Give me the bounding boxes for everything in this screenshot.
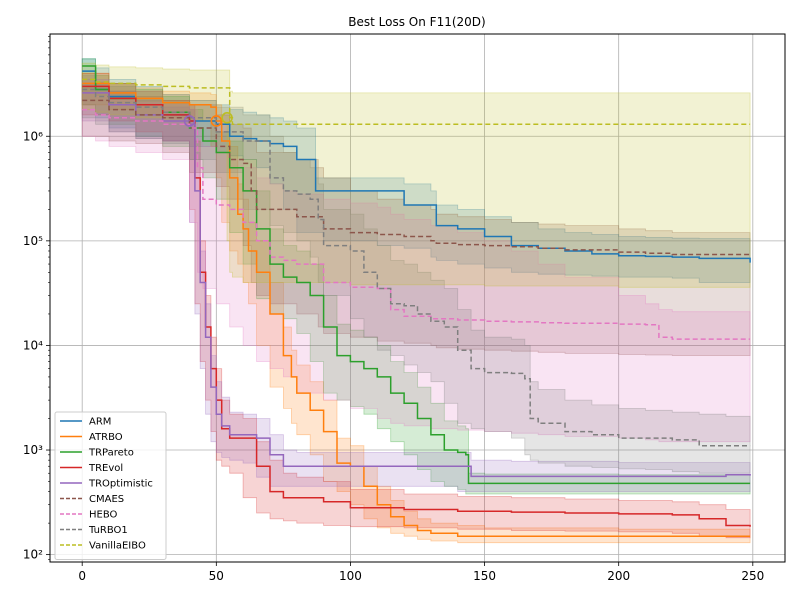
- band-atrbo: [81, 72, 751, 544]
- legend-label-hebo: HEBO: [89, 510, 118, 521]
- plot-area: [50, 34, 785, 562]
- band-arm: [81, 58, 751, 283]
- band-troptimistic: [81, 79, 751, 492]
- x-tick-label: 0: [78, 569, 86, 583]
- legend-label-arm: ARM: [89, 417, 111, 428]
- chart-title: Best Loss On F11(20D): [348, 15, 485, 29]
- band-turbo1: [81, 75, 751, 474]
- marker-troptimistic: [183, 115, 196, 127]
- legend-box: [54, 411, 167, 560]
- x-axis-ticks: 0 50 100 150 200 250: [78, 562, 764, 583]
- band-trevol: [81, 72, 751, 539]
- x-tick-label: 150: [473, 569, 496, 583]
- legend-label-troptimistic: TROptimistic: [88, 479, 153, 490]
- x-tick-label: 250: [741, 569, 764, 583]
- series-lines: [82, 65, 751, 537]
- line-trevol: [82, 85, 751, 527]
- line-vanillaeibo: [82, 78, 751, 126]
- legend: ARM ATRBO TRPareto TREvol TROptimistic CMAES H…: [54, 411, 167, 560]
- legend-label-trevol: TREvol: [88, 463, 123, 474]
- y-axis-ticks: 10² 10³ 10⁴ 10⁵ 10⁶: [23, 36, 50, 562]
- marker-vanillaeibo: [221, 112, 233, 124]
- y-tick-label: 10²: [23, 548, 43, 562]
- legend-label-vanillaeibo: VanillaEIBO: [89, 541, 146, 552]
- line-hebo: [82, 108, 751, 340]
- plot-frame: [49, 33, 786, 563]
- series-markers: [183, 112, 233, 127]
- grid-lines: [50, 34, 785, 562]
- x-tick-label: 200: [607, 569, 630, 583]
- band-cmaes: [81, 83, 751, 356]
- y-tick-label: 10³: [23, 443, 43, 457]
- y-tick-label: 10⁴: [23, 338, 43, 352]
- line-turbo1: [82, 88, 751, 447]
- x-tick-label: 100: [339, 569, 362, 583]
- line-atrbo: [82, 82, 751, 537]
- marker-atrbo: [210, 115, 223, 127]
- legend-label-trpareto: TRPareto: [88, 448, 134, 459]
- y-tick-label: 10⁵: [23, 234, 43, 248]
- line-cmaes: [82, 99, 751, 256]
- legend-label-atrbo: ATRBO: [89, 432, 123, 443]
- x-tick-label: 50: [209, 569, 224, 583]
- y-tick-label: 10⁶: [23, 129, 43, 143]
- legend-label-cmaes: CMAES: [89, 494, 124, 505]
- legend-label-turbo1: TuRBO1: [88, 525, 128, 536]
- band-hebo: [81, 92, 751, 443]
